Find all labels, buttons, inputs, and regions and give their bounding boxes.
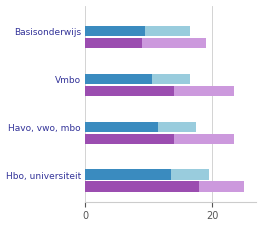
Bar: [85, 74, 152, 84]
Bar: [85, 133, 174, 144]
Bar: [158, 122, 196, 132]
Bar: [85, 122, 158, 132]
Bar: [152, 74, 190, 84]
Bar: [199, 181, 244, 192]
Bar: [171, 169, 209, 180]
Bar: [85, 38, 142, 48]
Bar: [85, 169, 171, 180]
Bar: [85, 86, 174, 96]
Bar: [142, 38, 206, 48]
Bar: [174, 133, 234, 144]
Bar: [85, 181, 199, 192]
Bar: [85, 26, 145, 36]
Bar: [145, 26, 190, 36]
Bar: [174, 86, 234, 96]
